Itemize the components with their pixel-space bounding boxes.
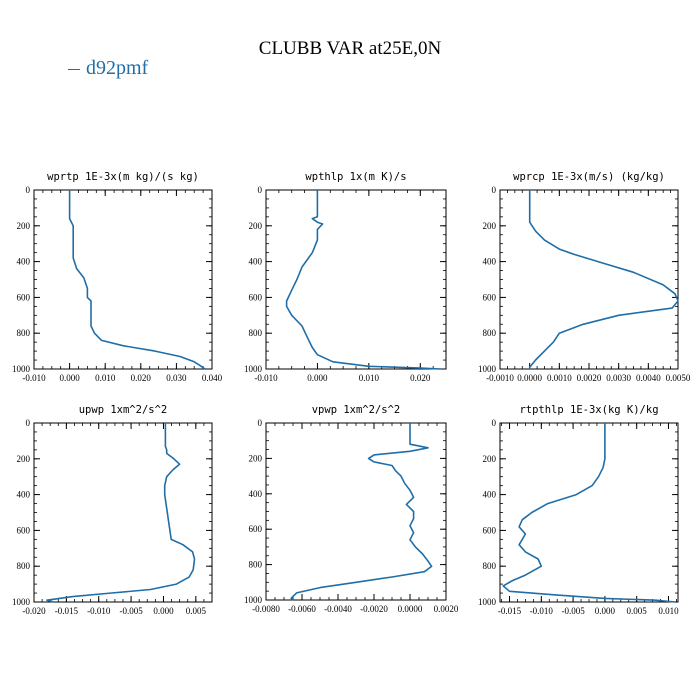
y-tick-label: 400	[249, 489, 263, 499]
y-tick-label: 1000	[244, 595, 263, 605]
y-tick-label: 200	[483, 454, 497, 464]
series-line	[46, 423, 196, 603]
y-tick-label: 1000	[12, 597, 31, 607]
x-tick-label: -0.0080	[252, 604, 280, 614]
y-tick-label: 0	[26, 418, 31, 428]
legend-line-icon	[68, 68, 80, 70]
y-tick-label: 0	[258, 185, 263, 195]
x-tick-label: 0.000	[307, 373, 328, 383]
series-line	[285, 190, 441, 370]
y-tick-label: 800	[17, 328, 31, 338]
series-line	[502, 423, 675, 603]
y-tick-label: 800	[17, 561, 31, 571]
y-tick-label: 400	[249, 257, 263, 267]
x-tick-label: -0.015	[498, 606, 522, 616]
x-tick-label: 0.020	[131, 373, 152, 383]
series-line	[528, 190, 679, 369]
x-tick-label: 0.000	[595, 606, 616, 616]
y-tick-label: 1000	[12, 364, 31, 374]
chart-panel-3: wprcp 1E-3x(m/s) (kg/kg) -0.0010 0.0000 0.0…	[478, 171, 691, 383]
y-tick-label: 200	[249, 221, 263, 231]
y-tick-label: 600	[249, 292, 263, 302]
x-tick-label: 0.020	[410, 373, 431, 383]
y-tick-label: 1000	[478, 364, 497, 374]
series-line	[68, 190, 206, 370]
plot-frame	[265, 189, 447, 370]
chart-panel-5: vpwp 1xm^2/s^2 -0.0080 -0.0060 -0.0040 -0.00…	[244, 404, 459, 614]
y-tick-label: 400	[483, 490, 497, 500]
y-tick-label: 600	[17, 525, 31, 535]
x-tick-label: 0.0050	[666, 373, 691, 383]
x-tick-label: -0.005	[119, 606, 143, 616]
chart-panel-4: upwp 1xm^2/s^2 -0.020 -0.015 -0.010 -0.005 0.…	[12, 404, 213, 616]
x-tick-label: 0.010	[359, 373, 380, 383]
x-tick-label: 0.0040	[636, 373, 661, 383]
y-tick-label: 800	[249, 328, 263, 338]
x-tick-label: -0.015	[55, 606, 79, 616]
chart-title: wpthlp 1x(m K)/s	[305, 171, 406, 183]
chart-title: rtpthlp 1E-3x(kg K)/kg	[519, 404, 658, 416]
chart-panel-1: wprtp 1E-3x(m kg)/(s kg) -0.010 0.000 0.010…	[12, 171, 223, 383]
chart-title: vpwp 1xm^2/s^2	[312, 404, 401, 416]
x-tick-label: 0.005	[627, 606, 648, 616]
x-tick-label: -0.020	[22, 606, 46, 616]
y-tick-label: 800	[483, 328, 497, 338]
series-line	[290, 423, 433, 601]
chart-title: upwp 1xm^2/s^2	[79, 404, 168, 416]
x-tick-label: 0.040	[202, 373, 223, 383]
x-tick-label: -0.005	[561, 606, 585, 616]
x-tick-label: -0.0060	[288, 604, 316, 614]
x-tick-label: -0.010	[87, 606, 111, 616]
y-tick-label: 800	[483, 561, 497, 571]
y-tick-label: 600	[249, 524, 263, 534]
legend: d92pmf	[68, 57, 148, 80]
y-tick-label: 800	[249, 560, 263, 570]
y-tick-label: 1000	[478, 597, 497, 607]
x-tick-label: -0.010	[254, 373, 278, 383]
x-tick-label: 0.0030	[606, 373, 631, 383]
x-tick-label: 0.0020	[434, 604, 459, 614]
plot-frame	[33, 422, 213, 603]
x-tick-label: 0.0020	[577, 373, 602, 383]
chart-title: wprtp 1E-3x(m kg)/(s kg)	[47, 171, 199, 183]
y-tick-label: 0	[258, 418, 263, 428]
x-tick-label: 0.0010	[547, 373, 572, 383]
chart-panel-2: wpthlp 1x(m K)/s -0.010 0.000 0.010 0.020 0 20…	[244, 171, 447, 383]
x-tick-label: -0.0020	[360, 604, 388, 614]
y-tick-label: 0	[492, 418, 497, 428]
y-tick-label: 1000	[244, 364, 263, 374]
y-tick-label: 600	[17, 292, 31, 302]
y-tick-label: 0	[492, 185, 497, 195]
y-tick-label: 400	[17, 257, 31, 267]
x-tick-label: -0.010	[22, 373, 46, 383]
y-tick-label: 600	[483, 292, 497, 302]
chart-title: wprcp 1E-3x(m/s) (kg/kg)	[513, 171, 665, 183]
y-tick-label: 200	[17, 221, 31, 231]
x-tick-label: 0.030	[166, 373, 187, 383]
y-tick-label: 400	[483, 257, 497, 267]
y-tick-label: 200	[249, 453, 263, 463]
x-tick-label: 0.010	[95, 373, 116, 383]
page-title: CLUBB VAR at25E,0N	[258, 38, 442, 59]
y-tick-label: 0	[26, 185, 31, 195]
x-tick-label: -0.0040	[324, 604, 352, 614]
legend-label: d92pmf	[86, 57, 149, 79]
x-tick-label: 0.0000	[398, 604, 423, 614]
plot-frame	[33, 189, 213, 370]
y-tick-label: 600	[483, 525, 497, 535]
x-tick-label: 0.005	[186, 606, 207, 616]
x-tick-label: 0.000	[59, 373, 80, 383]
y-tick-label: 200	[17, 454, 31, 464]
y-tick-label: 200	[483, 221, 497, 231]
chart-panel-6: rtpthlp 1E-3x(kg K)/kg -0.015 -0.010 -0.005…	[478, 404, 679, 616]
x-tick-label: 0.0000	[517, 373, 542, 383]
x-tick-label: 0.010	[658, 606, 679, 616]
x-tick-label: -0.0010	[486, 373, 514, 383]
y-tick-label: 400	[17, 490, 31, 500]
x-tick-label: 0.000	[153, 606, 174, 616]
x-tick-label: -0.010	[530, 606, 554, 616]
